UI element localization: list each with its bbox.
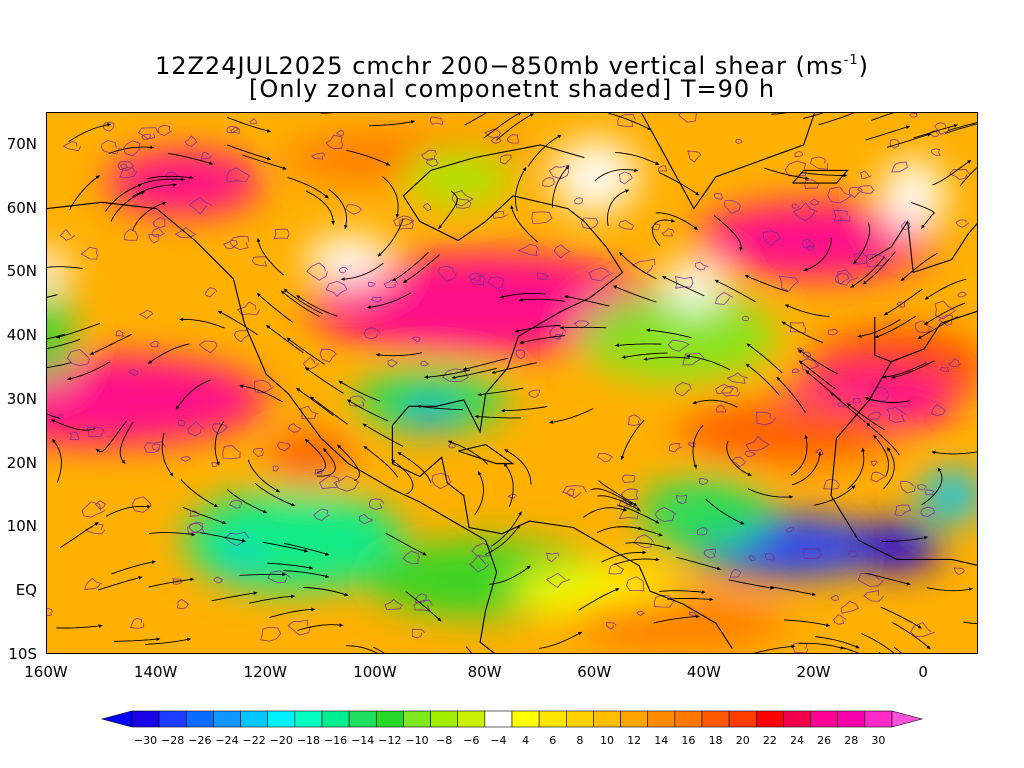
colorbar-swatch — [131, 710, 160, 728]
shear-map — [46, 112, 978, 654]
colorbar-swatch — [158, 710, 187, 728]
colorbar-tick-label: −14 — [351, 734, 374, 747]
colorbar-tick-label: −30 — [134, 734, 157, 747]
colorbar-swatch — [864, 710, 893, 728]
colorbar-swatch — [755, 710, 784, 728]
colorbar-swatch — [674, 710, 703, 728]
colorbar-tick-label: −16 — [324, 734, 347, 747]
colorbar-tick-label: 14 — [654, 734, 668, 747]
colorbar-tick-label: −28 — [161, 734, 184, 747]
colorbar-tick-label: −8 — [436, 734, 452, 747]
colorbar-swatch — [728, 710, 757, 728]
colorbar-swatch — [565, 710, 594, 728]
colorbar-swatch — [375, 710, 404, 728]
colorbar-tick-label: 12 — [627, 734, 641, 747]
colorbar-tick-label: −6 — [463, 734, 479, 747]
lat-tick-label: EQ — [15, 581, 37, 600]
lat-tick-label: 10N — [6, 517, 37, 536]
lon-tick-label: 160W — [24, 663, 68, 681]
colorbar-tick-label: −4 — [490, 734, 506, 747]
lon-tick-label: 60W — [577, 663, 612, 681]
shear-map-canvas — [47, 113, 977, 653]
colorbar-tick-label: 18 — [709, 734, 723, 747]
colorbar-tick-label: 16 — [681, 734, 695, 747]
colorbar-tick-label: −26 — [188, 734, 211, 747]
chart-title-line-2: [Only zonal componetnt shaded] T=90 h — [248, 75, 776, 103]
colorbar-tick-label: 4 — [522, 734, 529, 747]
colorbar-swatch — [185, 710, 214, 728]
colorbar-swatch — [457, 710, 486, 728]
colorbar-tick-label: 30 — [871, 734, 885, 747]
colorbar-tick-label: 6 — [549, 734, 556, 747]
lon-tick-label: 120W — [243, 663, 288, 681]
colorbar-tick-label: 28 — [844, 734, 858, 747]
colorbar-swatch — [267, 710, 296, 728]
lat-tick-label: 20N — [6, 453, 37, 472]
colorbar-tick-label: −22 — [243, 734, 266, 747]
colorbar-swatch — [837, 710, 866, 728]
colorbar-swatch — [701, 710, 730, 728]
colorbar-swatch — [240, 710, 269, 728]
lat-tick-label: 10S — [8, 645, 37, 663]
lat-tick-label: 50N — [6, 262, 37, 281]
lat-tick-label: 60N — [6, 198, 37, 217]
colorbar-tick-label: 20 — [736, 734, 750, 747]
colorbar-swatch — [348, 710, 377, 728]
colorbar-swatch — [403, 710, 431, 728]
colorbar-tick-label: 8 — [576, 734, 583, 747]
colorbar-swatch — [810, 710, 839, 728]
lat-tick-label: 30N — [6, 389, 37, 408]
colorbar-swatch — [294, 710, 323, 728]
lon-tick-label: 100W — [353, 663, 397, 681]
chart-title-line-1: 12Z24JUL2025 cmchr 200−850mb vertical sh… — [154, 52, 870, 80]
colorbar-tick-label: −20 — [270, 734, 293, 747]
colorbar-swatch — [620, 710, 649, 728]
colorbar-swatch — [783, 710, 811, 728]
lon-tick-label: 40W — [686, 663, 721, 681]
colorbar-tick-label: 10 — [600, 734, 614, 747]
colorbar-low-triangle — [100, 710, 133, 728]
lat-tick-label: 40N — [6, 326, 37, 345]
colorbar-tick-label: 22 — [763, 734, 777, 747]
lat-tick-label: 70N — [6, 134, 37, 153]
colorbar-tick-label: 26 — [817, 734, 831, 747]
colorbar-tick-label: 24 — [790, 734, 804, 747]
colorbar-swatch — [647, 710, 676, 728]
colorbar-high-triangle — [891, 710, 924, 728]
colorbar-swatch — [593, 710, 621, 728]
colorbar-swatch — [484, 710, 513, 728]
lon-tick-label: 140W — [133, 663, 178, 681]
lon-tick-label: 0 — [918, 663, 928, 681]
lon-tick-label: 20W — [796, 663, 831, 681]
colorbar-swatch — [213, 710, 241, 728]
colorbar-tick-label: −18 — [297, 734, 320, 747]
lon-tick-label: 80W — [467, 663, 502, 681]
colorbar-swatch — [511, 710, 540, 728]
colorbar-tick-label: −10 — [405, 734, 428, 747]
colorbar-swatch — [430, 710, 459, 728]
colorbar-tick-label: −12 — [378, 734, 401, 747]
colorbar-swatch — [321, 710, 350, 728]
colorbar-swatch — [538, 710, 567, 728]
colorbar-tick-label: −24 — [215, 734, 238, 747]
